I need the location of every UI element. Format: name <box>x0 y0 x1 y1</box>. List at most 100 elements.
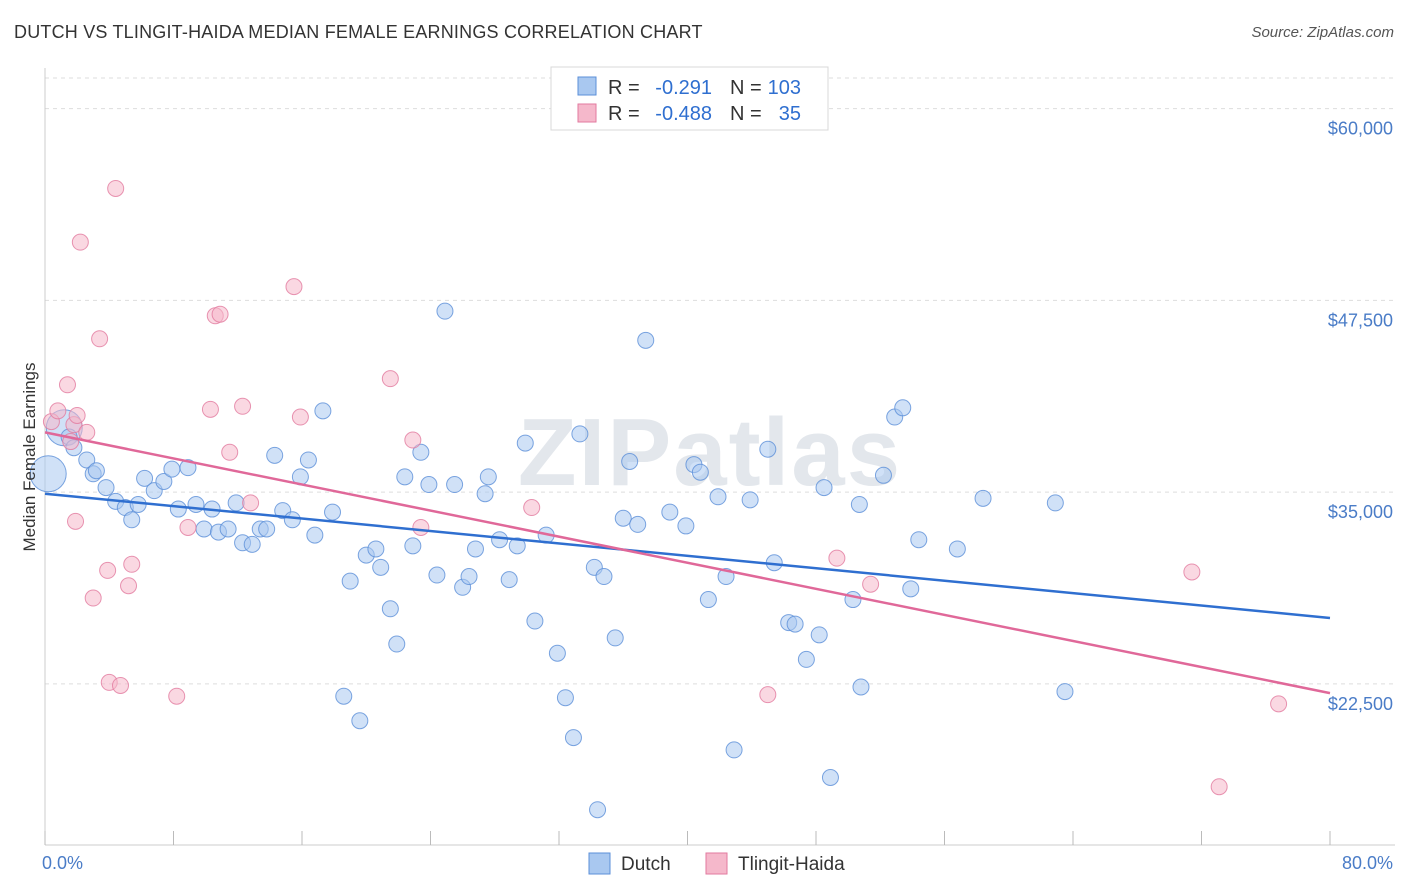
source-credit: Source: ZipAtlas.com <box>1251 24 1394 41</box>
point-tlingit-33 <box>862 575 880 593</box>
point-dutch-6 <box>87 462 105 480</box>
point-dutch-17 <box>179 459 197 477</box>
point-dutch-102 <box>1056 683 1074 701</box>
legend-r-value-dutch: -0.291 <box>655 77 712 99</box>
y-tick-labels: $60,000 $47,500 $35,000 $22,500 <box>1328 119 1393 714</box>
point-tlingit-16 <box>123 555 141 573</box>
point-tlingit-22 <box>221 443 239 461</box>
point-dutch-94 <box>874 466 892 484</box>
legend-n-label-1: N = <box>730 77 762 99</box>
point-tlingit-9 <box>84 589 102 607</box>
legend-n-value-dutch: 103 <box>768 77 801 99</box>
point-tlingit-5 <box>68 406 86 424</box>
point-tlingit-23 <box>234 397 252 415</box>
x-tick-label-1: 80.0% <box>1342 853 1393 873</box>
legend-n-value-tlingit: 35 <box>779 103 801 125</box>
point-dutch-4 <box>78 451 96 469</box>
trend-line-dutch <box>44 492 1331 620</box>
point-dutch-92 <box>852 678 870 696</box>
y-tick-label-3: $22,500 <box>1328 694 1393 714</box>
point-dutch-7 <box>97 479 115 497</box>
point-tlingit-36 <box>1270 695 1288 713</box>
trend-lines <box>44 431 1331 695</box>
point-tlingit-15 <box>120 577 138 595</box>
x-tick-label-0: 0.0% <box>42 853 83 873</box>
point-dutch-16 <box>169 500 187 518</box>
point-dutch-72 <box>629 515 647 533</box>
point-dutch-19 <box>195 520 213 538</box>
point-tlingit-14 <box>111 676 129 694</box>
point-tlingit-2 <box>58 376 76 394</box>
point-tlingit-6 <box>67 512 85 530</box>
point-dutch-27 <box>258 520 276 538</box>
series-legend-label-dutch: Dutch <box>621 854 671 875</box>
point-dutch-77 <box>691 463 709 481</box>
watermark: ZIPatlas <box>518 399 902 506</box>
point-tlingit-31 <box>759 686 777 704</box>
point-dutch-64 <box>564 729 582 747</box>
point-dutch-46 <box>412 443 430 461</box>
series-legend-swatch-dutch <box>588 852 611 875</box>
point-dutch-28 <box>266 446 284 464</box>
trend-line-tlingit <box>44 431 1331 695</box>
point-dutch-58 <box>508 537 526 555</box>
correlation-legend: R = -0.291 N = 103 R = -0.488 N = 35 <box>550 66 829 131</box>
grid-lines <box>45 77 1395 685</box>
point-dutch-81 <box>725 741 743 759</box>
series-legend-label-tlingit: Tlingit-Haida <box>738 854 845 875</box>
y-tick-label-2: $35,000 <box>1328 502 1393 522</box>
point-dutch-42 <box>381 600 399 618</box>
point-dutch-32 <box>299 451 317 469</box>
point-dutch-50 <box>446 476 464 494</box>
data-points <box>29 179 1288 819</box>
point-dutch-41 <box>372 558 390 576</box>
point-dutch-10 <box>123 511 141 529</box>
point-dutch-33 <box>306 526 324 544</box>
point-dutch-14 <box>155 472 173 490</box>
point-tlingit-7 <box>71 233 89 251</box>
point-dutch-12 <box>136 469 154 487</box>
point-dutch-53 <box>466 540 484 558</box>
point-dutch-86 <box>786 615 804 633</box>
legend-r-label-1: R = <box>608 77 640 99</box>
y-tick-label-1: $47,500 <box>1328 310 1393 330</box>
x-tick-labels: 0.0% 80.0% <box>42 853 1393 873</box>
legend-r-value-tlingit: -0.488 <box>655 103 712 125</box>
y-axis-title: Median Female Earnings <box>20 363 39 552</box>
point-tlingit-8 <box>78 423 96 441</box>
point-dutch-96 <box>894 399 912 417</box>
point-tlingit-17 <box>168 687 186 705</box>
point-tlingit-13 <box>107 179 125 197</box>
point-dutch-70 <box>614 509 632 527</box>
point-dutch-78 <box>699 591 717 609</box>
point-dutch-79 <box>709 488 727 506</box>
point-tlingit-29 <box>412 518 430 536</box>
series-legend-swatch-tlingit <box>705 852 728 875</box>
series-legend: Dutch Tlingit-Haida <box>588 852 845 875</box>
point-dutch-34 <box>314 402 332 420</box>
y-tick-label-0: $60,000 <box>1328 119 1393 139</box>
point-dutch-15 <box>163 460 181 478</box>
point-dutch-67 <box>589 801 607 819</box>
point-dutch-69 <box>606 629 624 647</box>
point-dutch-90 <box>821 769 839 787</box>
point-dutch-62 <box>548 644 566 662</box>
point-dutch-25 <box>243 535 261 553</box>
point-dutch-71 <box>621 453 639 470</box>
point-dutch-101 <box>1046 494 1064 512</box>
point-dutch-93 <box>850 495 868 513</box>
point-tlingit-25 <box>285 278 303 296</box>
point-dutch-49 <box>436 302 454 320</box>
point-tlingit-26 <box>291 408 309 426</box>
point-dutch-63 <box>556 689 574 707</box>
series-dutch-points <box>29 302 1074 819</box>
point-tlingit-35 <box>1210 778 1228 796</box>
point-dutch-89 <box>815 479 833 497</box>
point-dutch-57 <box>500 571 518 589</box>
point-dutch-97 <box>902 580 920 598</box>
point-dutch-38 <box>351 712 369 730</box>
point-dutch-56 <box>491 531 509 549</box>
point-tlingit-27 <box>381 370 399 388</box>
point-dutch-35 <box>324 503 342 521</box>
